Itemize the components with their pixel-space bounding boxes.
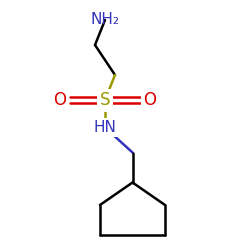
Text: O: O [54,91,66,109]
Text: O: O [144,91,156,109]
Text: HN: HN [94,120,116,135]
Text: NH₂: NH₂ [90,12,120,28]
Text: S: S [100,91,110,109]
